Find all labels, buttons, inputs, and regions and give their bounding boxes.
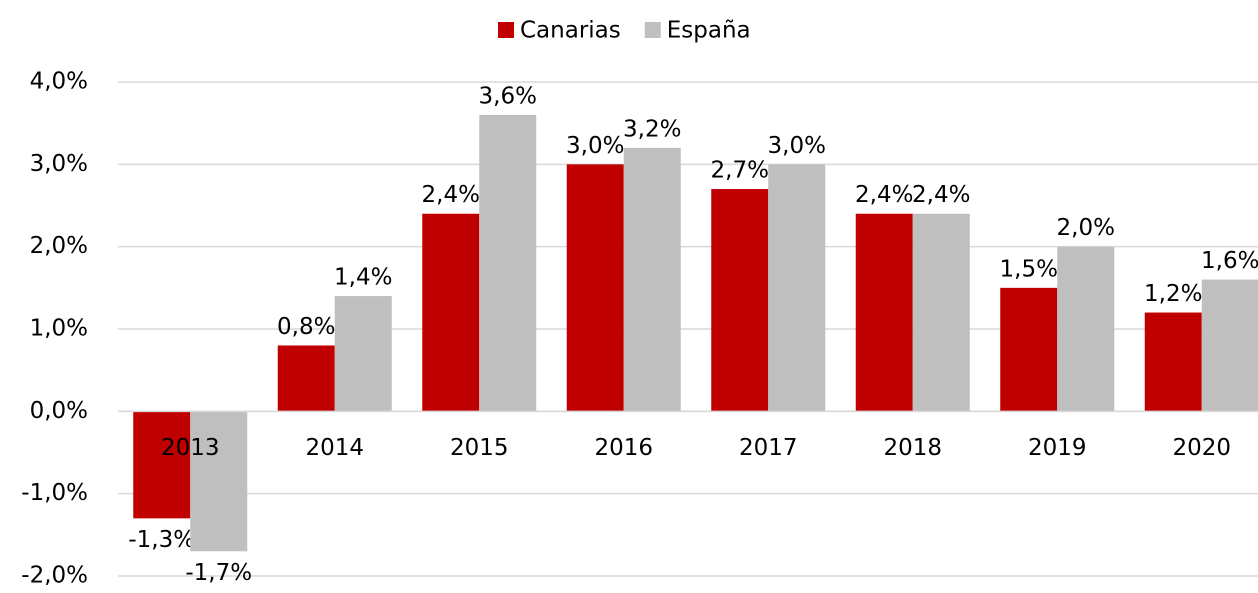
bar [277, 345, 335, 412]
y-tick-label: 3,0% [30, 151, 88, 177]
y-tick-label: 1,0% [30, 316, 88, 342]
legend-label: España [667, 18, 751, 44]
bar [623, 147, 681, 412]
bar [1000, 287, 1058, 412]
y-tick-label: -1,0% [21, 480, 88, 506]
bar [912, 213, 970, 412]
data-label: 3,2% [623, 116, 681, 142]
legend-swatch [498, 22, 514, 38]
x-tick-label: 2015 [450, 435, 509, 461]
bar [711, 189, 769, 412]
data-label: 2,0% [1057, 215, 1115, 241]
data-label: 2,7% [711, 158, 769, 184]
data-label: 1,6% [1201, 248, 1258, 274]
bar [1144, 312, 1202, 412]
bar [133, 411, 191, 519]
bar [1201, 279, 1258, 412]
bar [479, 114, 537, 412]
bar [190, 411, 248, 552]
x-tick-label: 2019 [1028, 435, 1087, 461]
bar [334, 296, 392, 412]
data-label: 2,4% [855, 182, 913, 208]
y-tick-label: 2,0% [30, 233, 88, 259]
data-label: 1,4% [334, 265, 392, 291]
data-label: 0,8% [277, 314, 335, 340]
data-label: -1,7% [185, 560, 252, 586]
bar [1057, 246, 1115, 412]
data-label: 1,2% [1144, 281, 1202, 307]
data-label: 2,4% [912, 182, 970, 208]
y-tick-label: -2,0% [21, 563, 88, 589]
data-label: 1,5% [1000, 256, 1058, 282]
data-label: 3,0% [768, 133, 826, 159]
y-tick-label: 4,0% [30, 69, 88, 95]
x-tick-label: 2017 [739, 435, 798, 461]
data-label: 3,0% [566, 133, 624, 159]
legend-swatch [644, 22, 661, 38]
data-label: 2,4% [422, 182, 480, 208]
x-tick-label: 2014 [305, 435, 364, 461]
y-tick-label: 0,0% [30, 398, 88, 424]
x-tick-label: 2020 [1172, 435, 1231, 461]
bar [855, 213, 913, 412]
bar [422, 213, 480, 412]
x-tick-label: 2013 [161, 435, 220, 461]
x-tick-label: 2018 [883, 435, 942, 461]
bar [768, 164, 826, 412]
data-label: 3,6% [479, 83, 537, 109]
x-tick-label: 2016 [594, 435, 653, 461]
bar [566, 164, 624, 412]
data-label: -1,3% [128, 527, 195, 553]
legend-label: Canarias [520, 18, 621, 44]
